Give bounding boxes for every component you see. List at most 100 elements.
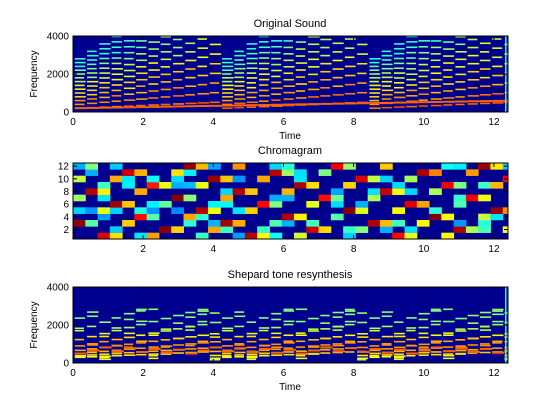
- spectro-bin: [295, 352, 309, 355]
- spectro-bin: [209, 357, 221, 360]
- spectro-bin: [148, 332, 160, 334]
- x-tick-label: 2: [140, 244, 146, 255]
- spectro-bin: [369, 338, 381, 341]
- spectro-bin: [369, 317, 380, 319]
- panel-shepard-resynthesis: Shepard tone resynthesis 0 2 4 6 8 10 12 0 2000…: [29, 269, 509, 393]
- spectro-bin: [136, 72, 148, 75]
- spectro-bin: [74, 61, 86, 64]
- spectro-bin: [332, 336, 343, 338]
- spectro-bin: [74, 58, 86, 60]
- spectro-bin: [209, 53, 222, 55]
- spectro-bin: [393, 101, 407, 104]
- chroma-cell: [85, 207, 99, 214]
- spectro-bin: [357, 72, 367, 75]
- spectro-bin: [455, 349, 467, 352]
- spectro-bin: [381, 325, 393, 328]
- chroma-cell: [158, 226, 172, 233]
- spectro-bin: [209, 350, 222, 353]
- spectro-bin: [87, 102, 98, 105]
- spectro-bin: [381, 348, 393, 350]
- spectro-bin: [430, 40, 442, 42]
- spectro-bin: [393, 43, 405, 45]
- chroma-cell: [85, 163, 99, 170]
- spectro-bin: [467, 54, 479, 57]
- spectro-bin: [197, 65, 207, 68]
- spectro-bin: [111, 78, 124, 81]
- spectro-bin: [295, 90, 306, 92]
- spectro-bin: [136, 78, 148, 81]
- spectro-bin: [369, 329, 380, 332]
- spectro-bin: [357, 333, 368, 335]
- chroma-cell: [453, 182, 467, 189]
- chroma-cell: [257, 201, 270, 208]
- chroma-cell: [379, 175, 393, 183]
- spectro-bin: [479, 347, 493, 350]
- spectro-bin: [258, 36, 269, 38]
- chroma-cell: [269, 220, 283, 227]
- spectro-bin: [369, 349, 381, 352]
- spectro-bin: [197, 38, 207, 40]
- chroma-cell: [269, 232, 283, 239]
- spectro-bin: [443, 357, 455, 360]
- y-tick-label: 2000: [47, 321, 70, 332]
- spectro-bin: [418, 343, 430, 346]
- spectro-bin: [123, 332, 135, 335]
- spectro-bin: [406, 352, 419, 355]
- spectro-bin: [99, 57, 110, 60]
- spectro-bin: [295, 55, 305, 57]
- spectro-bin: [381, 315, 392, 318]
- spectro-bin: [492, 65, 503, 68]
- spectro-bin: [148, 62, 159, 64]
- spectro-bin: [295, 97, 307, 99]
- spectro-bin: [172, 314, 184, 317]
- spectro-bin: [234, 347, 247, 350]
- spectro-bin: [393, 91, 405, 94]
- spectro-bin: [87, 85, 98, 87]
- spectro-bin: [308, 36, 320, 38]
- spectro-bin: [136, 342, 147, 344]
- spectro-bin: [381, 311, 394, 313]
- chroma-cell: [379, 163, 393, 170]
- spectro-bin: [492, 323, 504, 326]
- spectro-bin: [197, 340, 209, 343]
- spectro-bin: [271, 318, 281, 321]
- spectro-bin: [369, 345, 380, 347]
- spectro-bin: [74, 73, 86, 75]
- spectro-bin: [283, 91, 296, 94]
- chroma-cell: [294, 232, 307, 239]
- spectro-bin: [271, 326, 281, 329]
- panel2-marks: [73, 163, 508, 239]
- chroma-cell: [85, 188, 99, 195]
- spectro-bin: [283, 323, 294, 326]
- spectro-bin: [295, 48, 306, 50]
- chroma-cell: [97, 194, 111, 202]
- spectro-bin: [320, 62, 332, 65]
- chroma-cell: [134, 169, 148, 176]
- spectro-bin: [455, 73, 467, 76]
- spectro-bin: [87, 89, 97, 92]
- spectro-bin: [393, 67, 404, 70]
- spectro-bin: [369, 84, 381, 87]
- spectro-bin: [271, 354, 283, 356]
- spectro-bin: [222, 61, 234, 64]
- spectro-bin: [418, 87, 430, 90]
- chroma-cell: [244, 207, 258, 214]
- spectro-bin: [492, 99, 505, 102]
- spectro-bin: [258, 329, 269, 332]
- spectro-bin: [222, 84, 234, 87]
- spectro-bin: [246, 355, 258, 358]
- spectro-bin: [123, 81, 136, 84]
- spectro-bin: [308, 353, 320, 355]
- spectro-bin: [393, 77, 405, 79]
- spectro-bin: [222, 327, 234, 330]
- spectro-bin: [455, 88, 466, 91]
- spectro-bin: [467, 322, 479, 324]
- spectro-bin: [148, 346, 159, 348]
- chroma-cell: [441, 182, 455, 189]
- spectro-bin: [74, 356, 86, 359]
- spectro-bin: [246, 57, 258, 60]
- spectro-bin: [209, 91, 220, 94]
- spectro-bin: [234, 98, 246, 100]
- spectro-bin: [381, 80, 393, 83]
- chroma-cell: [257, 226, 270, 233]
